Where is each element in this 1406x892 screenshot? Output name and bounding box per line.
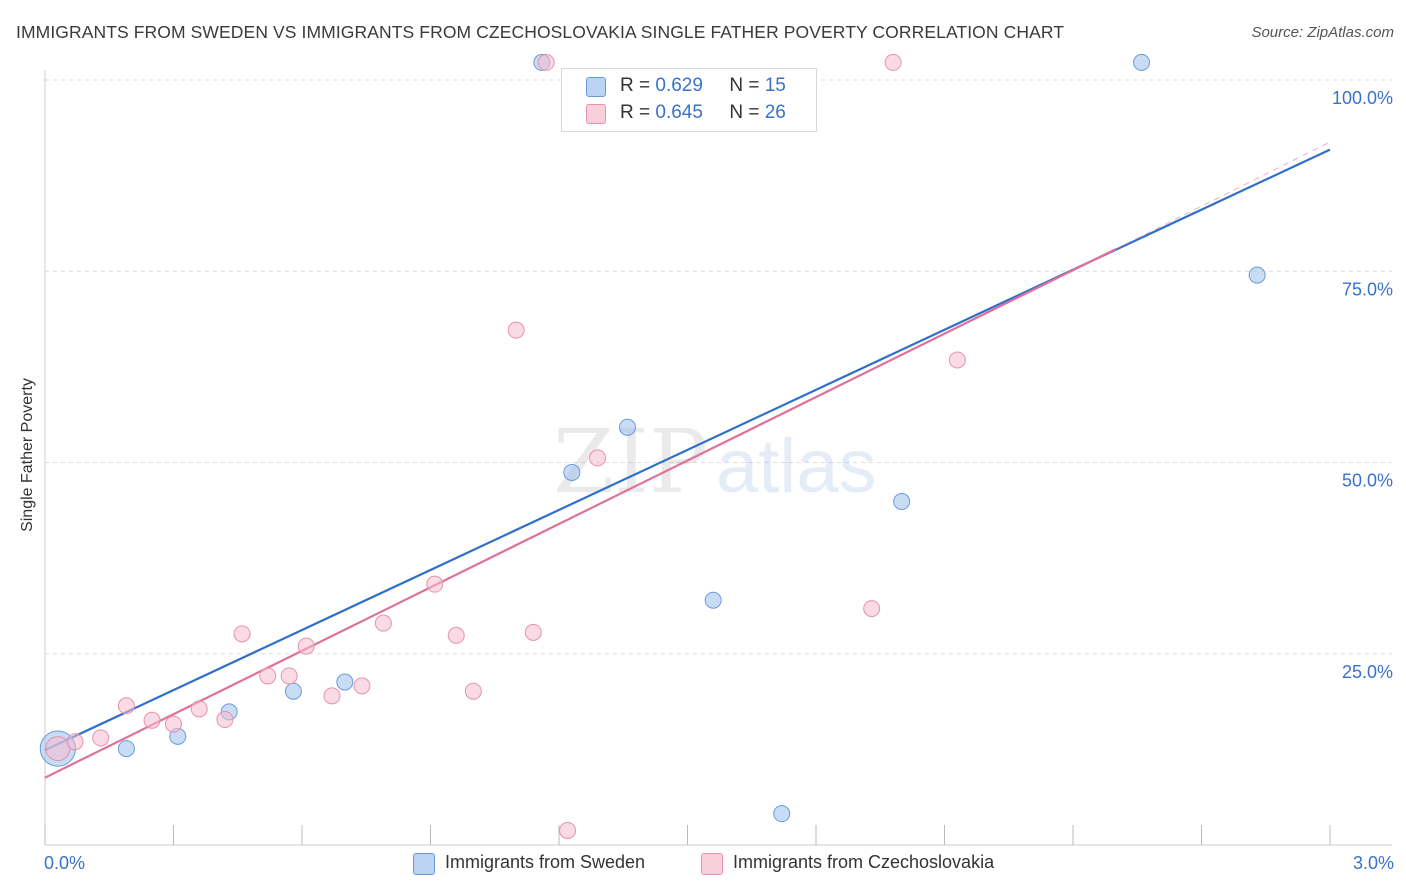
bottom-legend-label-czechoslovakia: Immigrants from Czechoslovakia	[733, 852, 995, 872]
point-s1-12	[323, 687, 341, 705]
point-s0-8	[619, 418, 637, 436]
point-s0-12	[1133, 53, 1151, 71]
data-points	[39, 53, 1266, 839]
point-s1-24	[884, 53, 902, 71]
bottom-legend-swatch-sweden	[413, 853, 435, 875]
point-s1-0	[45, 736, 71, 762]
point-s1-11	[297, 637, 315, 655]
point-s1-16	[447, 626, 465, 644]
correlation-legend: R = 0.629 N = 15 R = 0.645 N = 26	[561, 68, 817, 132]
trend-line-ext-1	[1115, 141, 1331, 250]
point-s0-9	[704, 591, 722, 609]
legend-r-label: R =	[620, 75, 651, 96]
watermark-atlas: atlas	[716, 424, 877, 509]
legend-r-value-sweden: 0.629	[655, 75, 703, 96]
trend-line-1	[44, 248, 1117, 779]
legend-n-value-sweden: 15	[764, 75, 786, 96]
legend-swatch-czechoslovakia	[586, 104, 606, 124]
point-s1-17	[464, 682, 482, 700]
point-s0-5	[336, 673, 354, 691]
y-tick-label-75: 75.0%	[1342, 279, 1393, 299]
point-s0-13	[1248, 266, 1266, 284]
legend-r-value-czechoslovakia: 0.645	[655, 102, 703, 123]
legend-swatch-sweden	[586, 77, 606, 97]
point-s1-4	[143, 711, 161, 729]
bottom-legend-label-sweden: Immigrants from Sweden	[445, 852, 646, 872]
point-s1-15	[426, 575, 444, 593]
point-s1-2	[92, 729, 110, 747]
point-s1-9	[259, 667, 277, 685]
point-s1-18	[507, 321, 525, 339]
point-s1-21	[559, 821, 577, 839]
legend-n-label: N =	[729, 75, 760, 96]
point-s1-10	[280, 667, 298, 685]
x-tick-label-max: 3.0%	[1353, 853, 1394, 873]
point-s0-1	[117, 740, 135, 758]
legend-n-label: N =	[729, 102, 760, 123]
point-s1-13	[353, 677, 371, 695]
point-s1-19	[524, 623, 542, 641]
trend-line-0	[44, 148, 1331, 752]
legend-n-value-czechoslovakia: 26	[764, 102, 786, 123]
bottom-legend-swatch-czechoslovakia	[701, 853, 723, 875]
point-s1-14	[374, 614, 392, 632]
point-s1-1	[66, 733, 84, 751]
chart-title: IMMIGRANTS FROM SWEDEN VS IMMIGRANTS FRO…	[16, 22, 1065, 42]
legend-r-label: R =	[620, 102, 651, 123]
gridlines	[45, 79, 1392, 655]
point-s1-23	[863, 600, 881, 618]
point-s0-10	[773, 805, 791, 823]
point-s1-3	[117, 697, 135, 715]
x-tick-label-min: 0.0%	[44, 853, 85, 873]
source-label: Source: ZipAtlas.com	[1251, 24, 1394, 41]
tick-labels: 25.0% 50.0% 75.0% 100.0% 0.0% 3.0%	[44, 88, 1394, 873]
y-tick-label-100: 100.0%	[1332, 88, 1393, 108]
point-s1-22	[589, 449, 607, 467]
y-tick-label-50: 50.0%	[1342, 471, 1393, 491]
point-s1-20	[537, 53, 555, 71]
point-s1-5	[165, 715, 182, 733]
axes	[44, 70, 1392, 846]
point-s0-4	[284, 682, 302, 700]
point-s0-7	[563, 463, 581, 481]
point-s1-6	[190, 700, 208, 718]
point-s0-11	[893, 493, 911, 511]
y-tick-label-25: 25.0%	[1342, 662, 1393, 682]
trend-lines	[44, 141, 1331, 779]
point-s1-25	[948, 351, 966, 369]
point-s1-8	[233, 625, 251, 643]
point-s1-7	[216, 711, 234, 729]
